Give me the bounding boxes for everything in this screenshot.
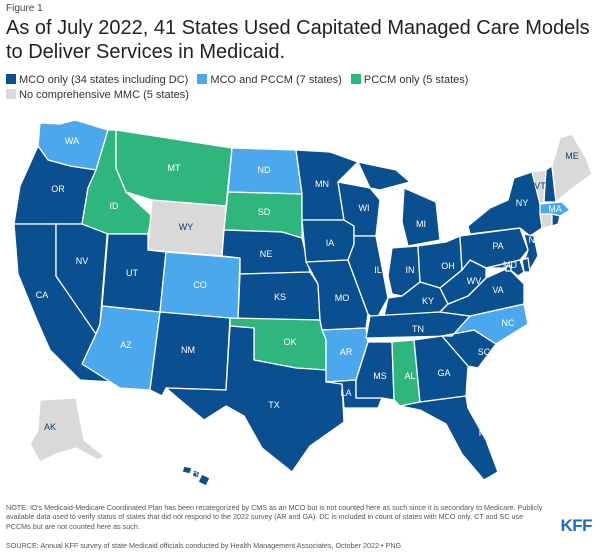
legend-label-mco: MCO only (34 states including DC) <box>19 74 189 86</box>
state-label: IL <box>374 265 382 275</box>
state-AK[interactable] <box>29 397 105 463</box>
state-label: FL <box>479 428 490 438</box>
state-label: ID <box>110 201 120 211</box>
state-label: CA <box>36 290 49 300</box>
footnote: NOTE: ID's Medicaid-Medicare Coordinated… <box>6 503 543 531</box>
state-NY[interactable] <box>467 171 543 237</box>
state-label: OR <box>51 184 65 194</box>
state-label: WY <box>179 222 194 232</box>
state-label: GA <box>437 368 450 378</box>
state-label: AL <box>404 371 415 381</box>
legend-item-none: No comprehensive MMC (5 states) <box>6 89 189 101</box>
state-label: ME <box>565 151 579 161</box>
legend-swatch-none <box>6 89 16 99</box>
state-FL[interactable] <box>399 395 499 481</box>
state-label: MN <box>315 179 329 189</box>
state-label: MD <box>503 260 517 270</box>
state-label: NE <box>260 249 273 259</box>
state-label: AR <box>340 347 353 357</box>
kff-logo: KFF <box>560 516 592 535</box>
state-label: TX <box>268 400 280 410</box>
state-DE[interactable] <box>521 257 531 273</box>
state-label: UT <box>126 268 138 278</box>
legend-item-pccm: PCCM only (5 states) <box>350 74 469 86</box>
state-MD[interactable] <box>485 259 525 277</box>
png-download-link[interactable]: PNG <box>385 541 402 550</box>
state-label: IA <box>326 238 335 248</box>
state-label: WA <box>65 136 79 146</box>
state-label: NM <box>181 345 195 355</box>
state-MI[interactable] <box>357 161 441 247</box>
source-text: SOURCE: Annual KFF survey of state Medic… <box>6 541 384 550</box>
legend-swatch-mco <box>6 74 16 84</box>
legend: MCO only (34 states including DC) MCO an… <box>6 73 596 103</box>
figure-label: Figure 1 <box>6 3 43 14</box>
state-label: IN <box>406 265 415 275</box>
legend-swatch-mco-pccm <box>197 74 208 84</box>
legend-label-mco-pccm: MCO and PCCM (7 states) <box>210 74 342 86</box>
state-label: NY <box>516 198 529 208</box>
legend-label-pccm: PCCM only (5 states) <box>363 74 469 86</box>
state-GA[interactable] <box>413 335 469 403</box>
state-label: NV <box>76 256 89 266</box>
state-label: CO <box>193 280 207 290</box>
state-label: SC <box>478 347 491 357</box>
map-svg: WA OR CA NV ID MT WY UT AZ CO NM ND SD N… <box>13 119 593 487</box>
legend-item-mco-pccm: MCO and PCCM (7 states) <box>197 74 342 86</box>
state-label: MS <box>373 371 387 381</box>
state-label: MT <box>168 163 181 173</box>
state-CT[interactable] <box>539 213 553 229</box>
state-label: WV <box>467 276 482 286</box>
state-label: PA <box>492 241 503 251</box>
state-label: AK <box>44 422 56 432</box>
state-label: VA <box>492 285 503 295</box>
state-label: TN <box>412 324 424 334</box>
chart-title: As of July 2022, 41 States Used Capitate… <box>6 17 590 63</box>
state-TX[interactable] <box>165 325 345 473</box>
state-label: LA <box>340 388 351 398</box>
state-HI[interactable] <box>181 465 211 487</box>
state-RI[interactable] <box>551 213 561 227</box>
state-label: NJ <box>529 235 540 245</box>
state-MA[interactable] <box>539 201 571 217</box>
state-ME[interactable] <box>551 133 593 203</box>
state-label: HI <box>192 468 201 478</box>
state-label: ND <box>258 165 271 175</box>
state-label: OK <box>283 337 296 347</box>
source-line: SOURCE: Annual KFF survey of state Medic… <box>6 541 401 550</box>
state-label: SD <box>258 207 271 217</box>
state-label: WI <box>359 203 370 213</box>
legend-swatch-pccm <box>350 74 361 84</box>
state-DC[interactable] <box>505 265 512 272</box>
state-label: MO <box>335 293 350 303</box>
state-labels: WA OR CA NV ID MT WY UT AZ CO NM ND SD N… <box>36 136 579 478</box>
state-label: NC <box>502 318 515 328</box>
state-label: MA <box>548 204 562 214</box>
legend-label-none: No comprehensive MMC (5 states) <box>19 89 189 101</box>
state-label: KY <box>422 296 434 306</box>
legend-item-mco: MCO only (34 states including DC) <box>6 74 188 86</box>
state-label: OH <box>441 261 455 271</box>
state-label: AZ <box>120 340 132 350</box>
state-label: MI <box>416 219 426 229</box>
state-label: VT <box>534 181 546 191</box>
state-label: KS <box>274 292 286 302</box>
us-state-map: WA OR CA NV ID MT WY UT AZ CO NM ND SD N… <box>0 108 600 505</box>
